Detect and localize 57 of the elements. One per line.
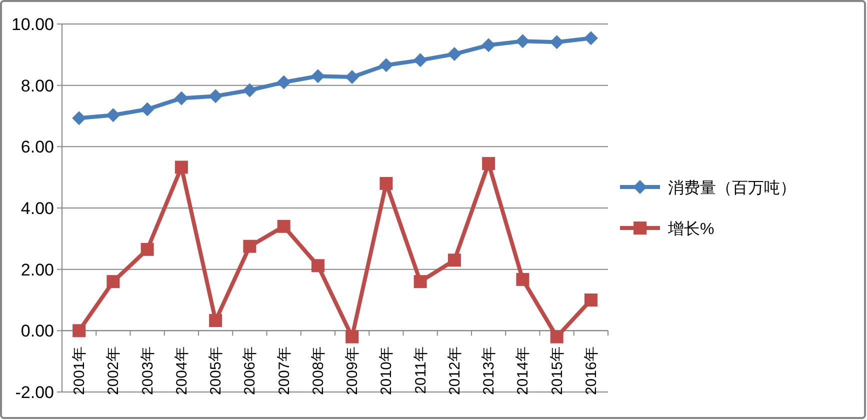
point [208, 89, 223, 104]
x-tick-label: 2011年 [412, 346, 430, 394]
point [584, 31, 598, 46]
point [174, 160, 188, 174]
x-tick-label: 2004年 [173, 346, 190, 396]
point [140, 102, 154, 116]
point [310, 69, 325, 84]
point [550, 330, 564, 344]
point [346, 330, 359, 344]
point [516, 34, 530, 48]
y-tick-label: 0.00 [20, 322, 54, 341]
legend-label: 增长% [667, 220, 714, 238]
point [106, 275, 120, 288]
x-tick-label: 2010年 [378, 346, 396, 396]
point [584, 294, 598, 306]
point [516, 272, 530, 286]
point [174, 91, 188, 106]
x-tick-label: 2013年 [480, 346, 498, 396]
point [277, 220, 290, 233]
x-tick-label: 2009年 [344, 346, 362, 396]
x-tick-label: 2007年 [276, 346, 293, 396]
y-tick-label: 2.00 [20, 260, 54, 280]
point [106, 108, 120, 122]
point [413, 53, 428, 68]
y-tick-label: 10.00 [11, 15, 54, 34]
x-tick-label: 2015年 [548, 346, 566, 396]
x-tick-label: 2016年 [582, 346, 600, 396]
point [243, 240, 256, 253]
legend-label: 消费量（百万吨） [668, 179, 796, 197]
x-tick-label: 2014年 [514, 346, 532, 396]
point [345, 70, 360, 84]
point [72, 324, 86, 338]
point [72, 111, 86, 126]
point [447, 47, 462, 62]
point [379, 58, 394, 72]
point [140, 242, 154, 256]
x-tick-label: 2003年 [139, 346, 156, 396]
point [482, 157, 496, 170]
x-tick-label: 2001年 [71, 346, 88, 396]
point [311, 259, 324, 272]
x-tick-label: 2002年 [105, 346, 122, 396]
point [209, 314, 222, 328]
x-tick-label: 2005年 [208, 346, 225, 396]
point [414, 275, 427, 288]
point [380, 176, 393, 190]
y-tick-label: -2.00 [15, 383, 54, 402]
point [550, 35, 564, 50]
point [482, 38, 496, 52]
point [448, 254, 461, 267]
y-tick-label: 4.00 [20, 199, 54, 218]
y-tick-label: 6.00 [20, 138, 54, 157]
y-tick-label: 8.00 [20, 76, 54, 96]
x-tick-label: 2006年 [242, 346, 259, 396]
x-tick-label: 2012年 [446, 346, 464, 396]
point [242, 83, 257, 98]
point [276, 75, 291, 90]
x-tick-label: 2008年 [310, 346, 327, 396]
